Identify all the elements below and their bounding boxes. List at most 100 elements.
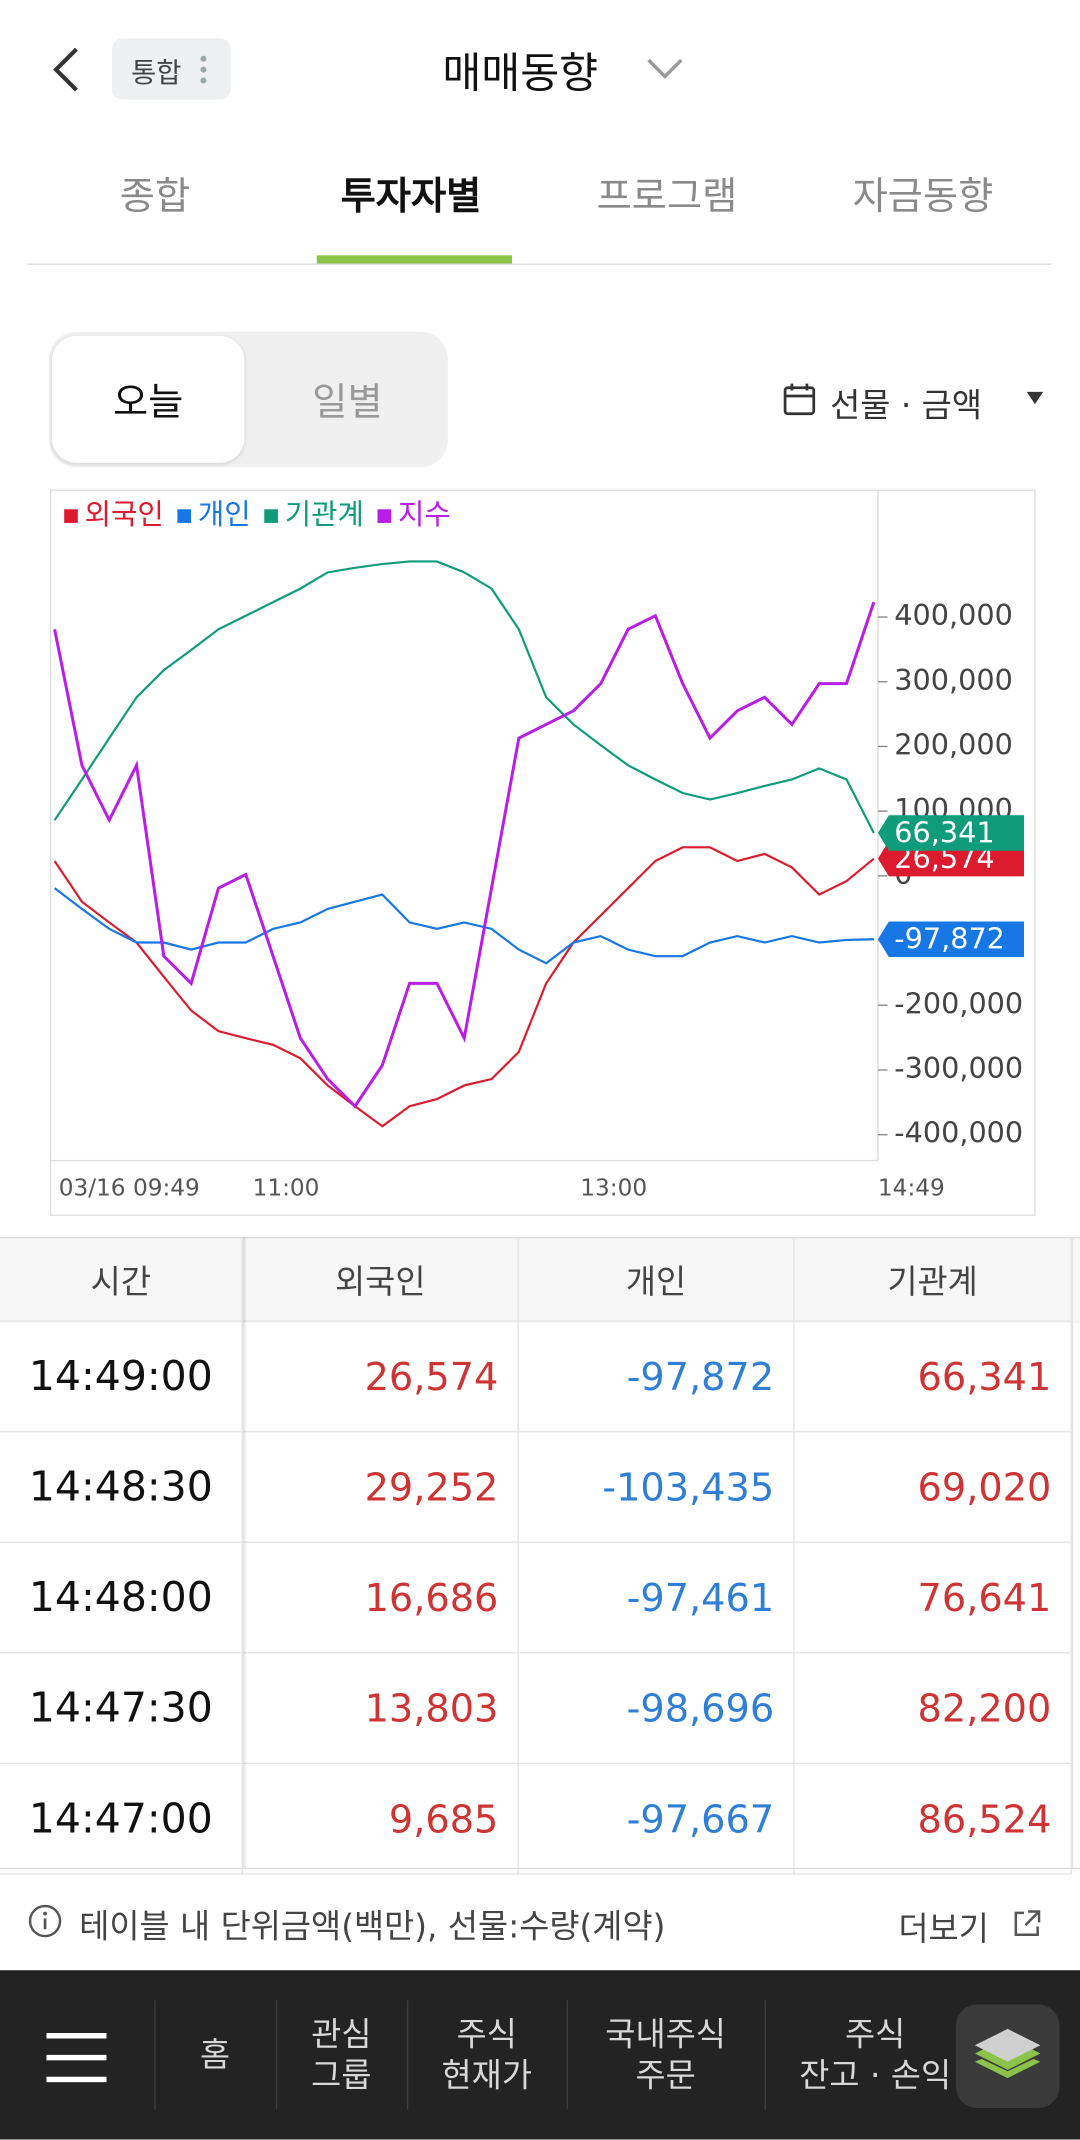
table-header-bg [0, 1237, 1080, 1324]
time-cell: 14:47:30 [0, 1653, 244, 1765]
x-tick-label: 13:00 [580, 1175, 647, 1202]
nav-label: 잔고 · 손익 [799, 2056, 952, 2095]
toggle-option[interactable]: 일별 [312, 378, 383, 424]
end-label: 66,341 [894, 815, 994, 849]
series-line [53, 887, 874, 965]
toggle-option[interactable]: 오늘 [51, 335, 245, 463]
nav-label: 홈 [199, 2035, 231, 2074]
value-cell: 13,803 [243, 1653, 519, 1765]
chart: 400,000300,000200,000100,0000-100,000-20… [49, 489, 1036, 1216]
value-cell: -98,696 [518, 1653, 795, 1765]
value-cell: 76,641 [794, 1542, 1072, 1654]
page-title[interactable]: 매매동향 [442, 49, 599, 99]
nav-label: 그룹 [311, 2056, 372, 2095]
series-line [53, 601, 876, 1109]
value-cell: -97,872 [518, 1321, 795, 1433]
x-tick-label: 14:49 [878, 1175, 945, 1202]
legend-label: 외국인 [85, 497, 164, 531]
nav-label: 주식 [845, 2015, 906, 2054]
badge-label: 통합 [131, 55, 182, 89]
nav-item[interactable]: 국내주식 주문 [567, 2014, 765, 2096]
nav-item[interactable]: 주식 잔고 · 손익 [765, 2014, 986, 2096]
value-cell: 16,686 [243, 1542, 519, 1654]
info-icon [28, 1904, 62, 1938]
more-link[interactable]: 더보기 [898, 1910, 989, 1949]
column-header: 개인 [518, 1237, 795, 1322]
nav-separator [154, 2000, 156, 2110]
value-cell: 9,685 [243, 1764, 519, 1875]
value-cell: 26,574 [243, 1321, 519, 1433]
value-cell: -97,667 [518, 1764, 795, 1875]
nav-label: 국내주식 [605, 2015, 726, 2054]
end-label-box [877, 815, 1025, 851]
value-cell: 86,524 [794, 1764, 1072, 1875]
column-header: 기관계 [794, 1237, 1072, 1322]
time-cell: 14:49:00 [0, 1321, 244, 1433]
series-line [53, 560, 875, 834]
legend-label: 개인 [198, 497, 251, 531]
footnote: 테이블 내 단위금액(백만), 선물:수량(계약) [79, 1907, 666, 1946]
nav-label: 관심 [311, 2015, 372, 2054]
y-tick-label: -400,000 [894, 1116, 1023, 1150]
value-cell: -97,461 [518, 1542, 795, 1654]
menu-button[interactable] [46, 2030, 109, 2085]
tab[interactable]: 종합 [119, 173, 191, 219]
tab-indicator [316, 255, 512, 264]
x-tick-label: 03/16 09:49 [59, 1175, 200, 1202]
calendar-icon [783, 383, 816, 416]
time-cell: 14:47:00 [0, 1764, 244, 1875]
nav-label: 주문 [635, 2056, 696, 2095]
y-tick-label: -300,000 [894, 1051, 1023, 1085]
y-tick-label: -200,000 [894, 986, 1023, 1020]
period-toggle: 오늘 일별 [49, 331, 448, 467]
layer-button[interactable] [955, 2004, 1060, 2109]
nav-item[interactable]: 홈 [154, 2034, 276, 2075]
nav-item[interactable]: 관심 그룹 [276, 2014, 407, 2096]
end-label: -97,872 [894, 922, 1005, 956]
value-cell: 66,341 [794, 1321, 1072, 1433]
nav-separator [566, 2000, 568, 2110]
external-icon [1014, 1910, 1041, 1936]
value-cell: 29,252 [243, 1432, 519, 1543]
series-line [53, 846, 875, 1128]
back-button[interactable] [46, 44, 87, 96]
y-tick-label: 300,000 [894, 663, 1013, 697]
tab[interactable]: 자금동향 [852, 173, 994, 219]
time-cell: 14:48:30 [0, 1432, 244, 1543]
column-stub [1071, 1237, 1080, 1868]
badge-icon [200, 55, 207, 84]
y-tick-label: 200,000 [894, 727, 1013, 761]
legend-label: 기관계 [285, 497, 364, 531]
value-cell: -103,435 [518, 1432, 795, 1543]
bottom-nav: 홈 관심 그룹 주식 현재가 국내주식 주문 주식 잔고 · 손익 [0, 1970, 1080, 2140]
filter-caret [1026, 391, 1044, 405]
legend-label: 지수 [398, 497, 451, 531]
value-cell: 69,020 [794, 1432, 1072, 1543]
value-cell: 82,200 [794, 1653, 1072, 1765]
nav-separator [406, 2000, 409, 2110]
divider [27, 263, 1052, 265]
nav-separator [764, 2000, 766, 2110]
nav-item[interactable]: 주식 현재가 [407, 2014, 567, 2096]
legend-swatch [177, 509, 192, 523]
tab[interactable]: 프로그램 [596, 173, 738, 219]
legend-swatch [264, 509, 278, 523]
y-tick-label: 400,000 [894, 598, 1013, 632]
tab[interactable]: 투자자별 [340, 173, 482, 219]
filter-dropdown[interactable]: 선물 · 금액 [830, 386, 982, 425]
time-cell: 14:48:00 [0, 1542, 244, 1654]
column-header: 외국인 [243, 1237, 519, 1322]
frozen-shadow [243, 1237, 248, 1868]
footnote-bar: 테이블 내 단위금액(백만), 선물:수량(계약) 더보기 [0, 1867, 1080, 1972]
column-header: 시간 [0, 1237, 244, 1322]
legend-swatch [64, 509, 78, 523]
end-label-box [877, 921, 1025, 957]
legend-swatch [377, 509, 392, 523]
nav-label: 현재가 [441, 2056, 532, 2095]
market-badge[interactable]: 통합 [111, 38, 231, 100]
nav-separator [275, 2000, 278, 2110]
title-dropdown[interactable] [644, 55, 685, 82]
nav-label: 주식 [456, 2015, 517, 2054]
